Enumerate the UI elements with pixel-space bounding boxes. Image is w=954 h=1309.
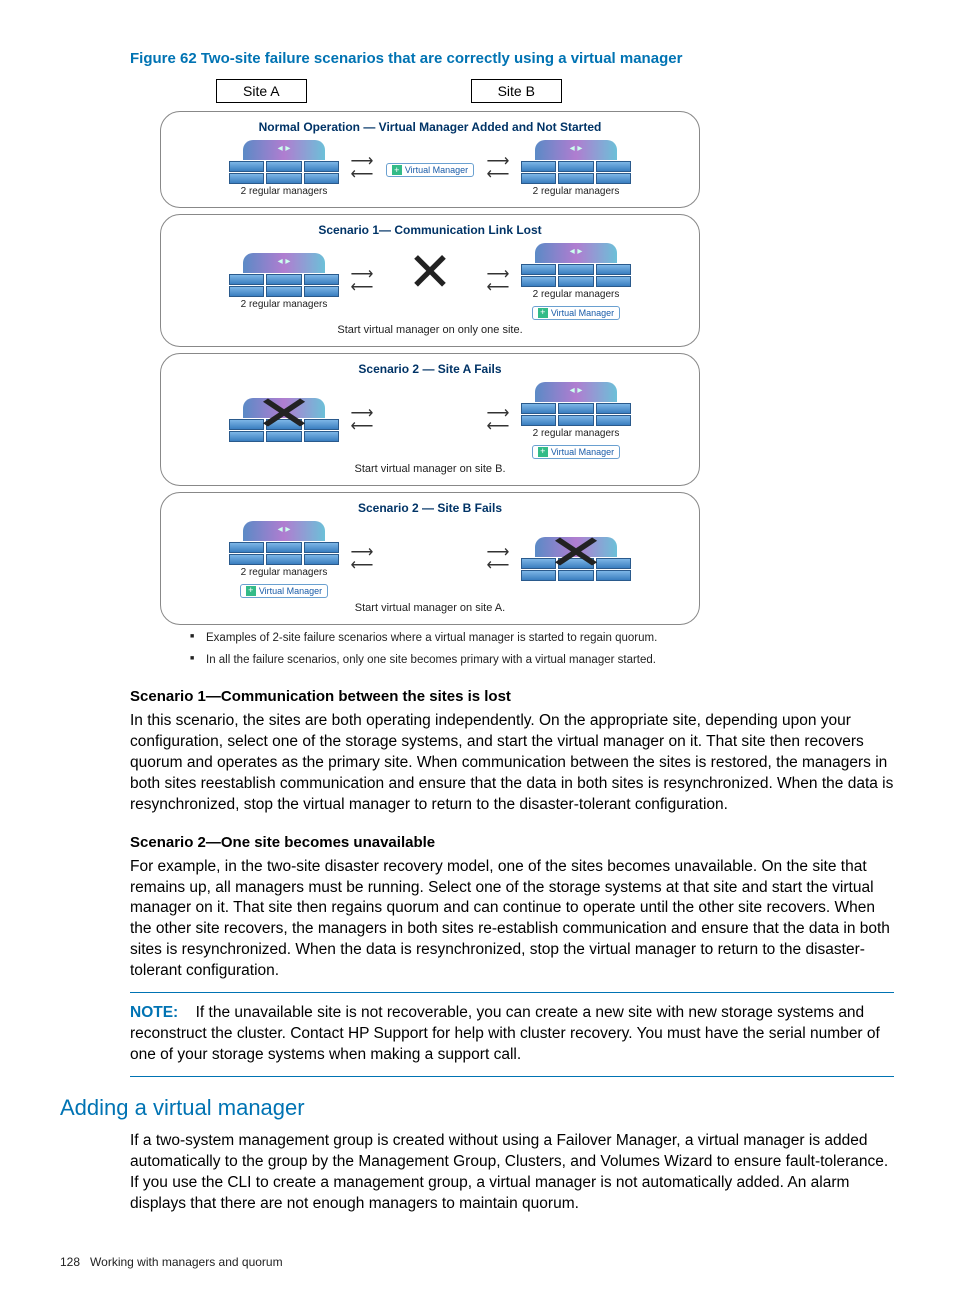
scenario-1-heading: Scenario 1—Communication between the sit… <box>130 688 894 705</box>
list-item: Examples of 2-site failure scenarios whe… <box>190 631 700 647</box>
scenario-1: Scenario 1— Communication Link Lost ◂ ▸ … <box>160 214 700 347</box>
scenario-2-heading: Scenario 2—One site becomes unavailable <box>130 834 894 851</box>
page-footer: 128 Working with managers and quorum <box>60 1255 894 1269</box>
site-a-label: Site A <box>216 79 307 103</box>
link-arrow-icon: ⟶⟵ <box>347 156 377 182</box>
scenario-2b: Scenario 2 — Site B Fails ◂ ▸ 2 regular … <box>160 492 700 625</box>
scenario-2a: Scenario 2 — Site A Fails ✕ ⟶⟵ ⟶⟵ ◂ ▸ 2 … <box>160 353 700 486</box>
figure-diagram: Site A Site B Normal Operation — Virtual… <box>160 79 700 668</box>
link-lost-icon: ✕ <box>407 241 452 304</box>
note-label: NOTE: <box>130 1004 178 1021</box>
section-heading: Adding a virtual manager <box>60 1095 894 1121</box>
scenario-title: Scenario 1— Communication Link Lost <box>171 223 689 237</box>
note-box: NOTE: If the unavailable site is not rec… <box>130 992 894 1077</box>
note-text <box>183 1004 196 1021</box>
scenario-2-text: For example, in the two-site disaster re… <box>130 857 894 983</box>
scenario-1-text: In this scenario, the sites are both ope… <box>130 711 894 816</box>
figure-notes: Examples of 2-site failure scenarios whe… <box>190 631 700 668</box>
scenario-title: Normal Operation — Virtual Manager Added… <box>171 120 689 134</box>
figure-caption: Figure 62 Two-site failure scenarios tha… <box>130 50 894 67</box>
site-b-label: Site B <box>471 79 562 103</box>
rack-site-a: ◂ ▸ 2 regular managers <box>229 140 339 197</box>
scenario-footer: Start virtual manager on only one site. <box>171 324 689 336</box>
list-item: In all the failure scenarios, only one s… <box>190 653 700 669</box>
rack-site-b: ◂ ▸ 2 regular managers <box>521 140 631 197</box>
link-arrow-icon: ⟶⟵ <box>483 156 513 182</box>
virtual-manager-badge: +Virtual Manager <box>386 163 474 177</box>
footer-title: Working with managers and quorum <box>90 1255 283 1269</box>
page-number: 128 <box>60 1255 80 1269</box>
section-text: If a two-system management group is crea… <box>130 1131 894 1215</box>
scenario-normal: Normal Operation — Virtual Manager Added… <box>160 111 700 208</box>
